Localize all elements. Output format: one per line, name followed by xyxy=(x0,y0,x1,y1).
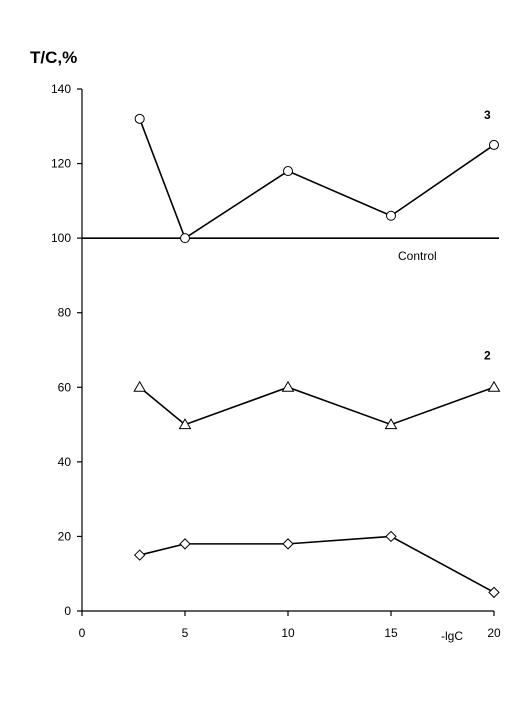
data-point-circle xyxy=(134,113,145,124)
data-point-circle xyxy=(180,233,190,244)
data-point-triangle xyxy=(133,380,147,392)
x-axis-label: -lgC xyxy=(441,629,463,643)
data-point-triangle xyxy=(384,418,398,430)
data-point-diamond xyxy=(133,549,146,561)
data-point-diamond xyxy=(385,530,397,543)
series-label: 2 xyxy=(484,348,491,362)
x-tick-label: 20 xyxy=(487,626,501,640)
x-tick-label: 5 xyxy=(182,626,189,640)
control-label: Control xyxy=(398,249,437,263)
data-point-diamond xyxy=(179,538,191,550)
y-tick-label: 20 xyxy=(58,529,72,543)
data-point-triangle xyxy=(178,418,192,430)
y-tick-label: 0 xyxy=(64,604,71,618)
y-tick-label: 40 xyxy=(58,455,72,469)
data-point-triangle xyxy=(487,380,501,392)
series-line xyxy=(139,386,495,426)
y-tick-label: 140 xyxy=(51,82,71,96)
y-tick-label: 100 xyxy=(51,231,71,245)
axes: 0 20 40 60 80 100 120 140 0 5 10 15 20 xyxy=(51,82,501,640)
series-label: 3 xyxy=(484,108,491,122)
plot-area: Control 3 2 xyxy=(82,108,501,599)
y-tick-label: 60 xyxy=(58,380,72,394)
x-tick-label: 10 xyxy=(281,626,295,640)
data-point-diamond xyxy=(282,538,294,550)
series-line xyxy=(139,535,495,594)
y-tick-label: 120 xyxy=(51,157,71,171)
x-tick-label: 0 xyxy=(79,626,86,640)
series-line xyxy=(138,118,495,240)
x-tick-label: 15 xyxy=(384,626,398,640)
y-axis-label: T/C,% xyxy=(30,48,77,67)
y-tick-label: 80 xyxy=(58,306,72,320)
data-point-triangle xyxy=(281,380,295,392)
data-point-circle xyxy=(283,166,293,177)
data-point-circle xyxy=(386,210,396,221)
data-point-diamond xyxy=(488,586,500,599)
data-point-circle xyxy=(489,139,499,150)
